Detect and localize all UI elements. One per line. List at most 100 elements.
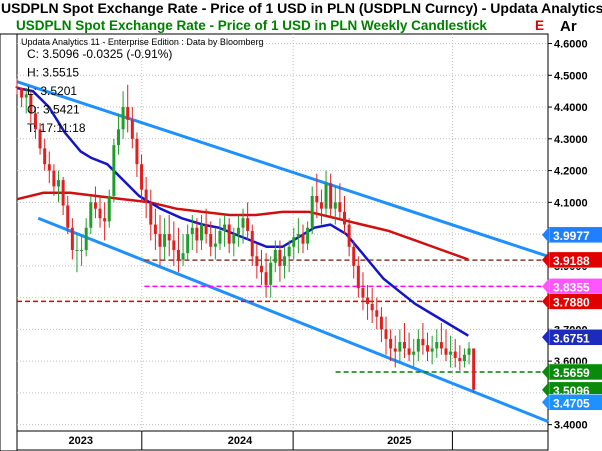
candle-body — [453, 351, 457, 358]
candle-body — [84, 227, 88, 250]
price-label-pointer — [542, 226, 549, 243]
candle-body — [384, 329, 388, 339]
candle-body — [66, 205, 70, 228]
candle-body — [444, 348, 448, 355]
candle-body — [80, 249, 84, 251]
price-label-text: 3.6751 — [553, 331, 590, 345]
candle-body — [24, 94, 28, 98]
chart-title: USDPLN Spot Exchange Rate - Price of 1 U… — [16, 18, 487, 33]
candle-body — [250, 230, 254, 257]
candle-body — [329, 183, 333, 209]
candle-body — [61, 180, 65, 206]
candle-body — [103, 218, 107, 222]
candle-body — [301, 234, 305, 244]
channel-line-0 — [16, 80, 549, 258]
candle-body — [20, 87, 24, 98]
candle-body — [269, 262, 273, 285]
candle-body — [264, 272, 268, 285]
candle-body — [186, 234, 190, 254]
candle-body — [213, 243, 217, 247]
x-tick-label: 2023 — [68, 435, 92, 447]
y-tick-label: 4.3000 — [554, 134, 588, 146]
price-label-pointer — [542, 293, 549, 310]
candle-body — [181, 253, 185, 260]
y-tick-label: 4.1000 — [554, 197, 588, 209]
candle-body — [43, 148, 47, 165]
candle-body — [116, 129, 120, 146]
candle-body — [130, 119, 134, 139]
price-label-text: 3.9977 — [553, 229, 590, 243]
candle-body — [324, 183, 328, 209]
y-tick-label: 3.4000 — [554, 420, 588, 432]
candle-body — [389, 338, 393, 349]
candle-body — [416, 338, 420, 352]
candle-body — [57, 180, 61, 187]
price-label-pointer — [542, 278, 549, 295]
candle-body — [227, 224, 231, 244]
candle-body — [347, 224, 351, 247]
right-header: Ar — [560, 18, 577, 35]
window-title-bar: USDPLN Spot Exchange Rate - Price of 1 U… — [0, 0, 602, 17]
candle-body — [338, 202, 342, 212]
y-tick-label: 4.4000 — [554, 102, 588, 114]
ohlc-high: H: 3.5515 — [27, 66, 79, 80]
candle-body — [107, 195, 111, 222]
candle-body — [402, 342, 406, 349]
candle-body — [462, 354, 466, 362]
candle-body — [200, 224, 204, 241]
candle-body — [273, 249, 277, 263]
price-label-text: 3.4705 — [553, 396, 590, 410]
candle-body — [407, 348, 411, 355]
candle-body — [232, 234, 236, 244]
candle-body — [144, 189, 148, 203]
candle-body — [140, 164, 144, 190]
price-label-pointer — [542, 381, 549, 398]
candle-body — [236, 227, 240, 235]
candle-body — [70, 227, 74, 250]
left-margin — [0, 33, 18, 451]
candle-body — [472, 348, 476, 390]
candle-body — [333, 202, 337, 209]
x-axis — [16, 430, 549, 451]
candle-body — [398, 342, 402, 352]
candle-body — [315, 195, 319, 203]
candle-body — [283, 256, 287, 266]
chart-title-suffix: E — [535, 18, 544, 33]
candle-body — [393, 348, 397, 352]
candle-body — [163, 234, 167, 247]
candle-body — [292, 237, 296, 247]
candle-body — [379, 316, 383, 330]
candle-body — [52, 170, 56, 187]
candle-body — [29, 94, 33, 114]
candle-body — [375, 310, 379, 317]
candle-body — [15, 86, 19, 88]
ohlc-low: L: 3.5201 — [27, 84, 77, 98]
y-tick-label: 4.2000 — [554, 166, 588, 178]
candle-body — [38, 129, 42, 149]
candle-body — [278, 249, 282, 266]
candle-body — [435, 342, 439, 349]
price-label-text: 3.7880 — [553, 295, 590, 309]
candle-body — [366, 297, 370, 304]
price-label-text: 3.9188 — [553, 254, 590, 268]
candle-body — [75, 249, 79, 251]
candle-body — [430, 348, 434, 352]
title-strip — [0, 17, 602, 34]
candle-body — [126, 107, 130, 120]
candle-body — [89, 202, 93, 228]
candle-body — [209, 234, 213, 247]
candle-body — [361, 288, 365, 298]
candle-body — [370, 303, 374, 311]
candle-body — [167, 234, 171, 241]
candle-body — [218, 230, 222, 244]
candle-body — [153, 224, 157, 235]
price-label-text: 3.5659 — [553, 366, 590, 380]
price-label-pointer — [542, 251, 549, 268]
candle-body — [310, 195, 314, 228]
candle-body — [158, 234, 162, 247]
candle-body — [255, 256, 259, 266]
price-label-text: 3.8355 — [553, 280, 590, 294]
candle-body — [190, 227, 194, 235]
